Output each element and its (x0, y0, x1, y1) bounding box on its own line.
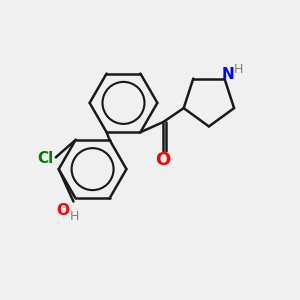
Text: O: O (57, 203, 70, 218)
Text: N: N (222, 68, 234, 82)
Text: H: H (70, 210, 79, 223)
Text: Cl: Cl (37, 151, 54, 166)
Text: H: H (234, 62, 243, 76)
Text: O: O (156, 151, 171, 169)
